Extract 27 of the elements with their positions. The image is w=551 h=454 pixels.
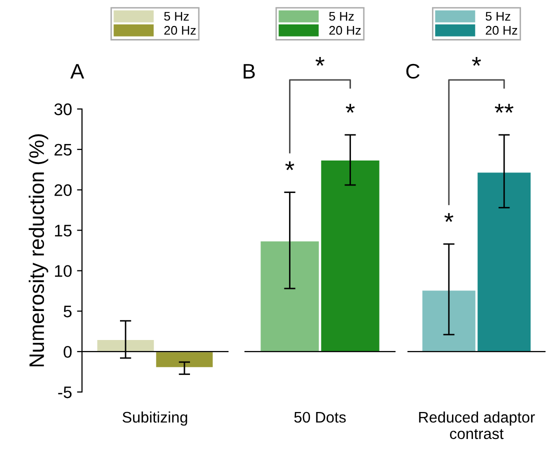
y-tick-label: 30 — [54, 103, 72, 116]
y-tick-label: -5 — [58, 386, 72, 398]
text: * — [472, 57, 481, 66]
y-tick-label: 25 — [54, 144, 72, 156]
annotation: * — [444, 213, 454, 222]
chart-title: B — [244, 64, 255, 78]
legend-label: 20 Hz — [164, 26, 196, 35]
y-tick-label: 10 — [55, 265, 72, 277]
y-tick-label: 20 — [54, 184, 72, 196]
x-tick-label: 50 Dots — [294, 412, 346, 423]
legend-label: 5 Hz — [329, 12, 354, 21]
annotation: ** — [494, 104, 514, 113]
legend-label: 5 Hz — [164, 12, 189, 21]
annotation: * — [285, 161, 294, 170]
legend-label: 20 Hz — [486, 26, 518, 35]
legend-label: 20 Hz — [329, 26, 361, 35]
legend-label: 5 Hz — [486, 12, 510, 21]
x-tick-label: Reduced adaptor contrast — [419, 411, 535, 440]
annotation: * — [346, 104, 355, 113]
y-tick-label: 0 — [64, 346, 72, 358]
y-axis-title: Numerosity reduction (%) — [28, 134, 48, 366]
y-tick-label: 5 — [64, 306, 72, 318]
text: * — [316, 57, 324, 66]
chart-title: A — [70, 64, 84, 78]
y-tick-label: 15 — [55, 224, 72, 236]
chart-title: C — [406, 64, 420, 79]
x-tick-label: Subitizing — [122, 411, 188, 426]
